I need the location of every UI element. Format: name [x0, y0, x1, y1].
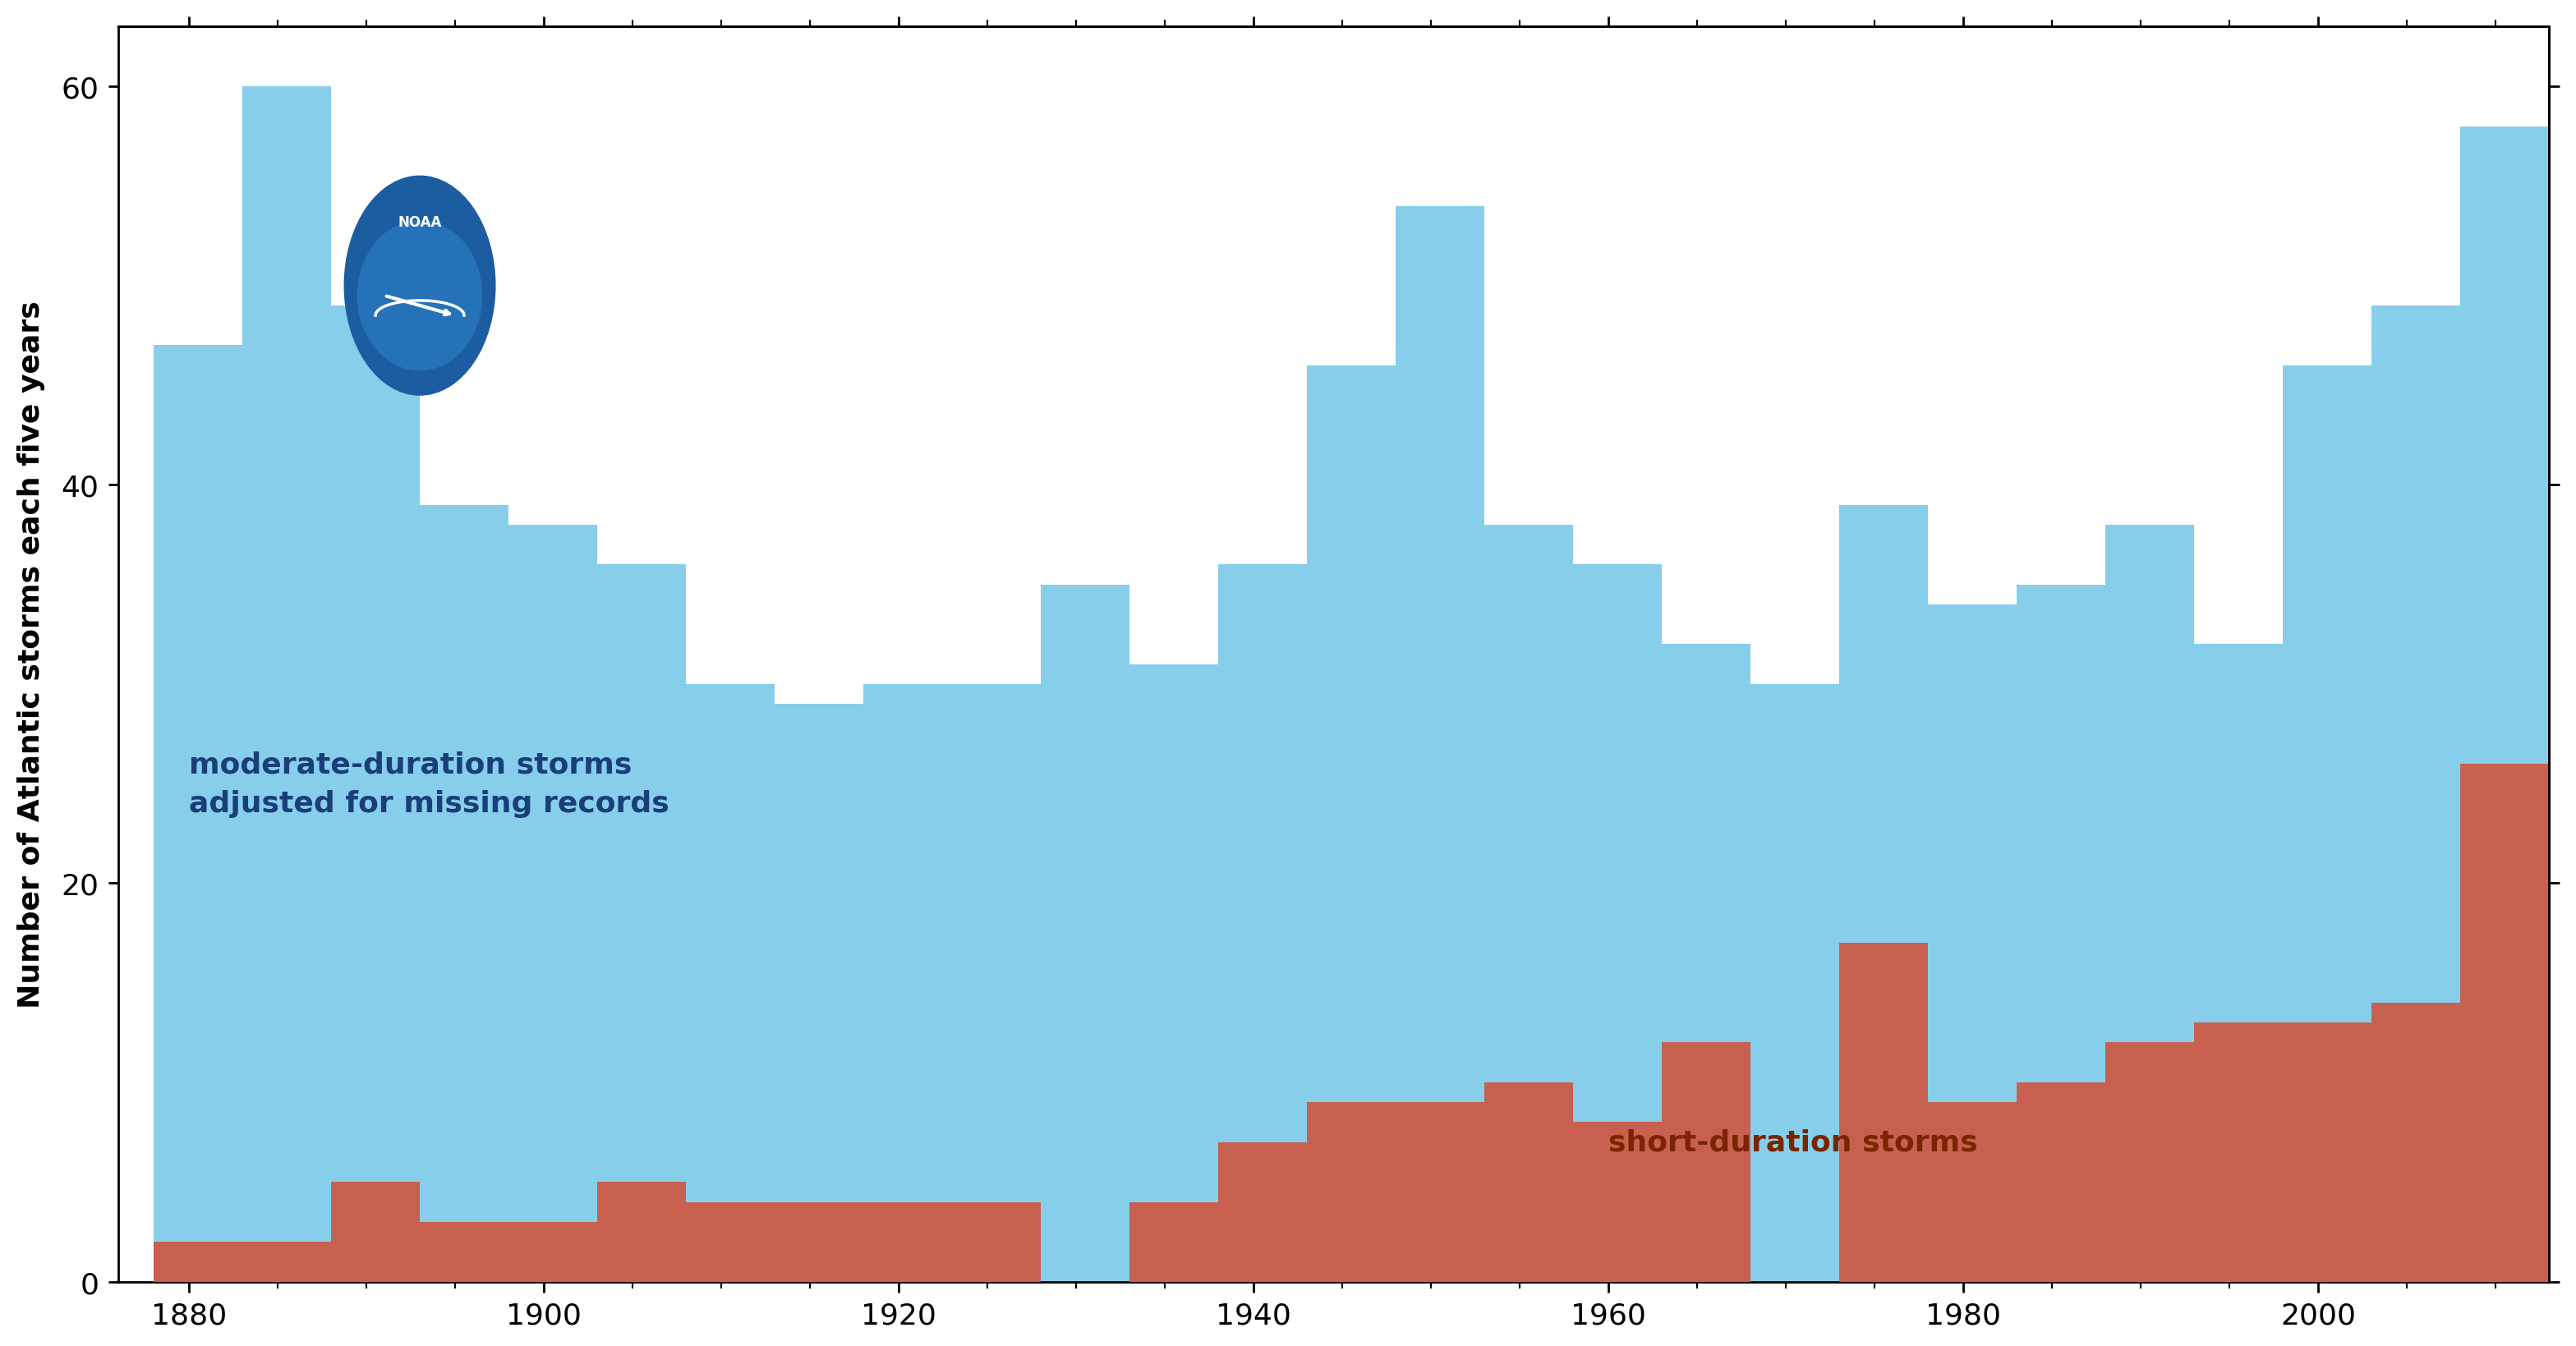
Bar	[1574, 1123, 1662, 1281]
Bar	[2105, 525, 2195, 1281]
Bar	[1218, 1143, 1306, 1281]
Bar	[2282, 366, 2372, 1281]
Bar	[1662, 645, 1749, 1281]
Bar	[1306, 366, 1396, 1281]
Bar	[155, 346, 242, 1281]
Bar	[953, 1202, 1041, 1281]
Bar	[598, 565, 685, 1281]
Bar	[1839, 944, 1927, 1281]
Bar	[775, 1202, 863, 1281]
Bar	[1662, 1043, 1749, 1281]
Text: NOAA: NOAA	[397, 215, 440, 230]
Bar	[1484, 1082, 1574, 1281]
Bar	[1839, 505, 1927, 1281]
Bar	[2017, 584, 2105, 1281]
Bar	[598, 1182, 685, 1281]
Bar	[332, 1182, 420, 1281]
Bar	[1128, 1202, 1218, 1281]
Bar	[1396, 1102, 1484, 1281]
Y-axis label: Number of Atlantic storms each five years: Number of Atlantic storms each five year…	[18, 302, 44, 1008]
Bar	[155, 1242, 242, 1281]
Bar	[685, 684, 775, 1281]
Ellipse shape	[358, 222, 482, 370]
Bar	[1218, 565, 1306, 1281]
Bar	[2372, 1003, 2460, 1281]
Bar	[1749, 684, 1839, 1281]
Bar	[685, 1202, 775, 1281]
Bar	[2195, 645, 2282, 1281]
Bar	[863, 1202, 953, 1281]
Bar	[2282, 1023, 2372, 1281]
Text: short-duration storms: short-duration storms	[1607, 1128, 1978, 1156]
Bar	[1574, 565, 1662, 1281]
Bar	[2017, 1082, 2105, 1281]
Bar	[2460, 127, 2548, 1281]
Bar	[2460, 765, 2548, 1281]
Bar	[2105, 1043, 2195, 1281]
Bar	[775, 704, 863, 1281]
Bar	[242, 87, 332, 1281]
Bar	[1396, 206, 1484, 1281]
Bar	[1128, 665, 1218, 1281]
Bar	[507, 525, 598, 1281]
Bar	[420, 505, 507, 1281]
Bar	[332, 306, 420, 1281]
Bar	[242, 1242, 332, 1281]
Bar	[1484, 525, 1574, 1281]
Bar	[2195, 1023, 2282, 1281]
Bar	[953, 684, 1041, 1281]
Text: moderate-duration storms
adjusted for missing records: moderate-duration storms adjusted for mi…	[188, 751, 670, 817]
Bar	[2372, 306, 2460, 1281]
Bar	[1927, 604, 2017, 1281]
Bar	[1306, 1102, 1396, 1281]
Ellipse shape	[345, 176, 495, 396]
Bar	[1041, 584, 1128, 1281]
Bar	[863, 684, 953, 1281]
Bar	[420, 1222, 507, 1281]
Bar	[1927, 1102, 2017, 1281]
Bar	[507, 1222, 598, 1281]
